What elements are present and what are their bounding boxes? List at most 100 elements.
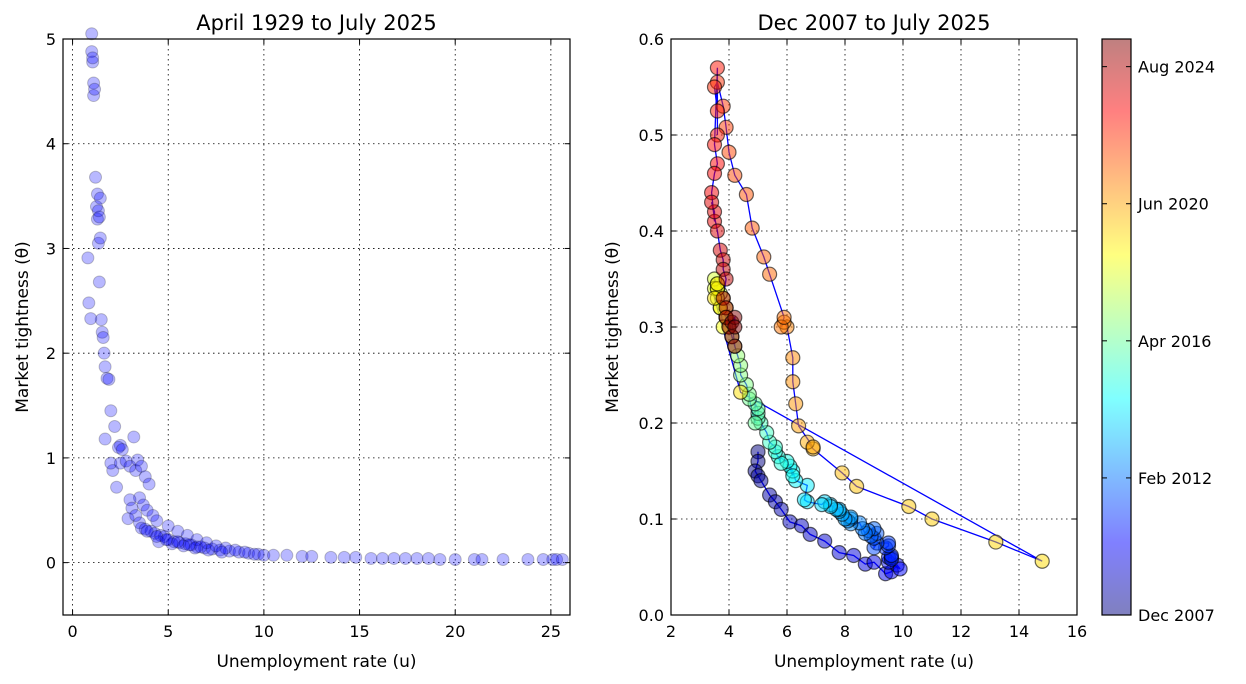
chart-left-point: [198, 541, 212, 555]
colorbar-fill: [1102, 39, 1131, 615]
chart-right-xlabel: Unemployment rate (u): [774, 652, 974, 672]
chart-left-points: [81, 27, 569, 566]
chart-left-point: [194, 540, 208, 554]
y-tick-label: 0: [46, 554, 56, 573]
y-tick-label: 2: [46, 344, 56, 363]
chart-left-point: [188, 541, 202, 555]
chart-left-point: [410, 551, 424, 565]
x-tick-label: 25: [541, 622, 561, 641]
chart-right: 2 4 6 8 10 12 14 16 0.0 0.1 0.2 0.3 0.4 0.5 0.6 Dec 20…: [603, 11, 1087, 672]
chart-right-ticks: 2 4 6 8 10 12 14 16 0.0 0.1 0.2 0.3 0.4 0.5 0.6: [639, 30, 1088, 641]
chart-right-point: [834, 465, 850, 481]
chart-left-point: [376, 551, 390, 565]
chart-right-point: [756, 249, 772, 265]
chart-left-point: [98, 360, 112, 374]
chart-left-point: [182, 538, 196, 552]
chart-right-point: [709, 60, 726, 76]
colorbar-tick-label: Aug 2024: [1138, 58, 1215, 77]
y-tick-label: 0.6: [639, 30, 664, 49]
chart-right-point: [814, 497, 830, 513]
x-tick-label: 0: [67, 622, 77, 641]
x-tick-label: 8: [840, 622, 850, 641]
x-tick-label: 4: [724, 622, 734, 641]
chart-left-point: [108, 419, 122, 433]
chart-left-point: [146, 509, 160, 523]
chart-left-point: [82, 296, 96, 310]
chart-right-point: [744, 220, 760, 236]
chart-left-point: [148, 526, 162, 540]
chart-left-point: [93, 191, 107, 205]
chart-left-ylabel: Market tightness (θ): [13, 241, 33, 412]
chart-left-point: [173, 536, 187, 550]
chart-right-point: [706, 79, 723, 95]
chart-right-point: [892, 561, 908, 577]
chart-left-point: [133, 516, 147, 530]
chart-left-point: [111, 440, 125, 454]
chart-left-point: [131, 453, 145, 467]
x-tick-label: 12: [951, 622, 971, 641]
chart-right-point: [805, 439, 821, 455]
chart-left-point: [280, 548, 294, 562]
chart-left-point: [85, 45, 99, 59]
chart-left-point: [104, 404, 118, 418]
x-tick-label: 14: [1009, 622, 1029, 641]
chart-left-point: [209, 539, 223, 553]
chart-left-point: [305, 549, 319, 563]
chart-left-point: [134, 521, 148, 535]
chart-left-point: [238, 545, 252, 559]
chart-left-point: [129, 509, 143, 523]
chart-left-point: [161, 533, 175, 547]
chart-left-point: [467, 552, 481, 566]
chart-right-point: [924, 511, 940, 527]
chart-left-point: [555, 552, 569, 566]
chart-left-point: [96, 330, 110, 344]
chart-left-point: [215, 545, 229, 559]
chart-left-point: [110, 480, 124, 494]
x-tick-label: 5: [163, 622, 173, 641]
chart-right-point: [727, 319, 743, 335]
chart-left-point: [171, 524, 185, 538]
chart-left-point: [89, 200, 103, 214]
chart-left-point: [364, 551, 378, 565]
chart-left-point: [387, 551, 401, 565]
chart-right-point: [796, 492, 813, 508]
colorbar-tick-label: Apr 2016: [1138, 332, 1211, 351]
chart-right-series-line: [710, 67, 1043, 575]
chart-left-point: [201, 543, 215, 557]
chart-right-point: [747, 415, 763, 431]
chart-left-point: [106, 463, 120, 477]
chart-left-point: [242, 546, 256, 560]
chart-left-point: [144, 524, 158, 538]
chart-left-point: [127, 430, 141, 444]
chart-left-point: [205, 542, 219, 556]
chart-left-title: April 1929 to July 2025: [196, 11, 436, 35]
chart-left-point: [398, 551, 412, 565]
chart-left-point: [421, 551, 435, 565]
chart-left-point: [232, 545, 246, 559]
chart-right-point: [846, 547, 862, 564]
chart-left-point: [247, 547, 261, 561]
chart-left-point: [87, 89, 101, 103]
chart-right-point: [727, 338, 743, 354]
chart-left-point: [113, 438, 127, 452]
chart-left-point: [81, 251, 95, 265]
chart-left-point: [159, 533, 173, 547]
chart-left-point: [251, 547, 265, 561]
chart-left-point: [92, 275, 106, 289]
chart-left-xlabel: Unemployment rate (u): [216, 652, 416, 672]
chart-right-point: [785, 350, 801, 366]
chart-left-point: [104, 456, 118, 470]
chart-right-point: [709, 223, 726, 239]
chart-right-title: Dec 2007 to July 2025: [757, 11, 990, 35]
y-tick-label: 0.1: [639, 510, 664, 529]
chart-right-point: [732, 384, 749, 400]
chart-right-point: [718, 271, 734, 287]
chart-left-point: [119, 454, 133, 468]
y-tick-label: 0.5: [639, 126, 664, 145]
chart-left-point: [84, 312, 98, 326]
chart-left-frame: [62, 38, 571, 616]
chart-left-point: [177, 539, 191, 553]
chart-right-point: [866, 554, 882, 570]
chart-left-point: [171, 535, 185, 549]
